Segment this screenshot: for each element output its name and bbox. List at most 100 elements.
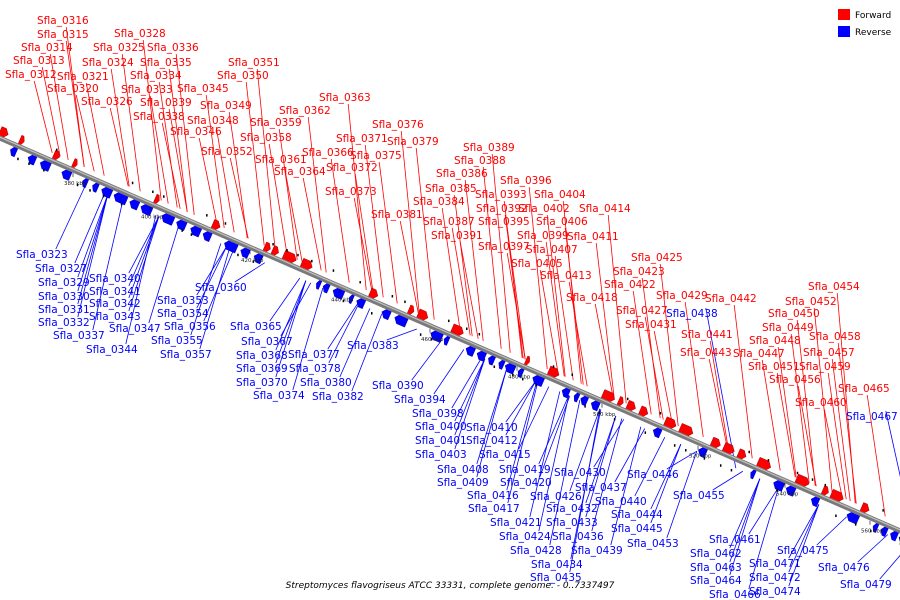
reverse-gene-label[interactable]: Sfla_0410 [466, 422, 518, 434]
reverse-gene-label[interactable]: Sfla_0341 [89, 286, 141, 298]
forward-gene-label[interactable]: Sfla_0458 [809, 331, 861, 343]
forward-gene-label[interactable]: Sfla_0411 [567, 231, 619, 243]
reverse-gene-label[interactable]: Sfla_0412 [466, 435, 518, 447]
forward-gene-label[interactable]: Sfla_0422 [604, 279, 656, 291]
reverse-gene-label[interactable]: Sfla_0342 [89, 298, 141, 310]
reverse-gene-label[interactable]: Sfla_0340 [89, 273, 141, 285]
forward-gene-arrow[interactable] [637, 405, 650, 419]
reverse-gene-label[interactable]: Sfla_0463 [690, 562, 742, 574]
reverse-gene-label[interactable]: Sfla_0323 [16, 249, 68, 261]
forward-gene-label[interactable]: Sfla_0375 [350, 150, 402, 162]
reverse-gene-label[interactable]: Sfla_0479 [840, 579, 892, 591]
reverse-gene-label[interactable]: Sfla_0474 [749, 586, 801, 598]
forward-gene-label[interactable]: Sfla_0362 [279, 105, 331, 117]
forward-gene-arrow[interactable] [449, 323, 465, 338]
reverse-gene-label[interactable]: Sfla_0347 [109, 323, 161, 335]
reverse-gene-label[interactable]: Sfla_0433 [546, 517, 598, 529]
forward-gene-label[interactable]: Sfla_0334 [130, 70, 182, 82]
reverse-gene-label[interactable]: Sfla_0462 [690, 548, 742, 560]
reverse-gene-label[interactable]: Sfla_0464 [690, 575, 742, 587]
reverse-gene-label[interactable]: Sfla_0439 [571, 545, 623, 557]
forward-gene-label[interactable]: Sfla_0387 [423, 216, 475, 228]
forward-gene-label[interactable]: Sfla_0418 [566, 292, 618, 304]
reverse-gene-label[interactable]: Sfla_0329 [38, 277, 90, 289]
forward-gene-arrow[interactable] [367, 287, 380, 301]
forward-gene-label[interactable]: Sfla_0449 [762, 322, 814, 334]
reverse-gene-label[interactable]: Sfla_0367 [241, 336, 293, 348]
forward-gene-arrow[interactable] [406, 304, 416, 316]
reverse-gene-label[interactable]: Sfla_0403 [415, 449, 467, 461]
reverse-gene-label[interactable]: Sfla_0382 [312, 391, 364, 403]
reverse-gene-label[interactable]: Sfla_0394 [394, 394, 446, 406]
reverse-gene-label[interactable]: Sfla_0370 [236, 377, 288, 389]
forward-gene-label[interactable]: Sfla_0392 [476, 203, 528, 215]
forward-gene-label[interactable]: Sfla_0324 [82, 57, 134, 69]
forward-gene-label[interactable]: Sfla_0376 [372, 119, 424, 131]
forward-gene-label[interactable]: Sfla_0441 [681, 329, 733, 341]
forward-gene-label[interactable]: Sfla_0315 [37, 29, 89, 41]
reverse-gene-label[interactable]: Sfla_0337 [53, 330, 105, 342]
reverse-gene-label[interactable]: Sfla_0420 [500, 477, 552, 489]
reverse-gene-label[interactable]: Sfla_0475 [777, 545, 829, 557]
reverse-gene-label[interactable]: Sfla_0357 [160, 349, 212, 361]
reverse-gene-label[interactable]: Sfla_0428 [510, 545, 562, 557]
forward-gene-label[interactable]: Sfla_0364 [274, 166, 326, 178]
forward-gene-label[interactable]: Sfla_0352 [201, 146, 253, 158]
reverse-gene-label[interactable]: Sfla_0472 [749, 572, 801, 584]
forward-gene-arrow[interactable] [820, 485, 831, 498]
reverse-gene-label[interactable]: Sfla_0380 [300, 377, 352, 389]
reverse-gene-label[interactable]: Sfla_0369 [236, 363, 288, 375]
forward-gene-label[interactable]: Sfla_0326 [81, 96, 133, 108]
reverse-gene-label[interactable]: Sfla_0426 [530, 491, 582, 503]
forward-gene-label[interactable]: Sfla_0431 [625, 319, 677, 331]
reverse-gene-label[interactable]: Sfla_0446 [627, 469, 679, 481]
forward-gene-arrow[interactable] [270, 245, 280, 257]
forward-gene-label[interactable]: Sfla_0346 [170, 126, 222, 138]
reverse-gene-label[interactable]: Sfla_0377 [288, 349, 340, 361]
forward-gene-label[interactable]: Sfla_0351 [228, 57, 280, 69]
reverse-gene-label[interactable]: Sfla_0424 [499, 531, 551, 543]
reverse-gene-label[interactable]: Sfla_0432 [546, 503, 598, 515]
forward-gene-label[interactable]: Sfla_0313 [13, 55, 65, 67]
reverse-gene-label[interactable]: Sfla_0430 [554, 467, 606, 479]
reverse-gene-label[interactable]: Sfla_0471 [749, 558, 801, 570]
reverse-gene-label[interactable]: Sfla_0445 [611, 523, 663, 535]
forward-gene-label[interactable]: Sfla_0358 [240, 132, 292, 144]
reverse-gene-label[interactable]: Sfla_0360 [195, 282, 247, 294]
forward-gene-label[interactable]: Sfla_0373 [325, 186, 377, 198]
reverse-gene-label[interactable]: Sfla_0327 [35, 263, 87, 275]
reverse-gene-label[interactable]: Sfla_0437 [575, 482, 627, 494]
reverse-gene-label[interactable]: Sfla_0476 [818, 562, 870, 574]
forward-gene-label[interactable]: Sfla_0350 [217, 70, 269, 82]
forward-gene-label[interactable]: Sfla_0336 [147, 42, 199, 54]
reverse-gene-label[interactable]: Sfla_0378 [289, 363, 341, 375]
forward-gene-label[interactable]: Sfla_0397 [478, 241, 530, 253]
reverse-gene-label[interactable]: Sfla_0453 [627, 538, 679, 550]
forward-gene-arrow[interactable] [70, 158, 79, 169]
reverse-gene-label[interactable]: Sfla_0440 [595, 496, 647, 508]
forward-gene-label[interactable]: Sfla_0406 [536, 216, 588, 228]
forward-gene-label[interactable]: Sfla_0312 [5, 69, 57, 81]
forward-gene-arrow[interactable] [262, 241, 273, 254]
reverse-gene-label[interactable]: Sfla_0421 [490, 517, 542, 529]
reverse-gene-label[interactable]: Sfla_0455 [673, 490, 725, 502]
reverse-gene-label[interactable]: Sfla_0435 [530, 572, 582, 584]
reverse-gene-label[interactable]: Sfla_0436 [552, 531, 604, 543]
forward-gene-label[interactable]: Sfla_0366 [302, 147, 354, 159]
reverse-gene-label[interactable]: Sfla_0344 [86, 344, 138, 356]
forward-gene-label[interactable]: Sfla_0316 [37, 15, 89, 27]
forward-gene-label[interactable]: Sfla_0361 [255, 154, 307, 166]
reverse-gene-label[interactable]: Sfla_0401 [415, 435, 467, 447]
forward-gene-label[interactable]: Sfla_0404 [534, 189, 586, 201]
reverse-gene-label[interactable]: Sfla_0355 [151, 335, 203, 347]
forward-gene-arrow[interactable] [721, 442, 737, 456]
forward-gene-label[interactable]: Sfla_0321 [57, 71, 109, 83]
reverse-gene-label[interactable]: Sfla_0444 [611, 509, 663, 521]
reverse-gene-label[interactable]: Sfla_0398 [412, 408, 464, 420]
forward-gene-arrow[interactable] [17, 134, 26, 146]
reverse-gene-label[interactable]: Sfla_0417 [468, 503, 520, 515]
forward-gene-label[interactable]: Sfla_0395 [478, 216, 530, 228]
forward-gene-label[interactable]: Sfla_0388 [454, 155, 506, 167]
reverse-gene-label[interactable]: Sfla_0467 [846, 411, 898, 423]
forward-gene-label[interactable]: Sfla_0335 [140, 57, 192, 69]
